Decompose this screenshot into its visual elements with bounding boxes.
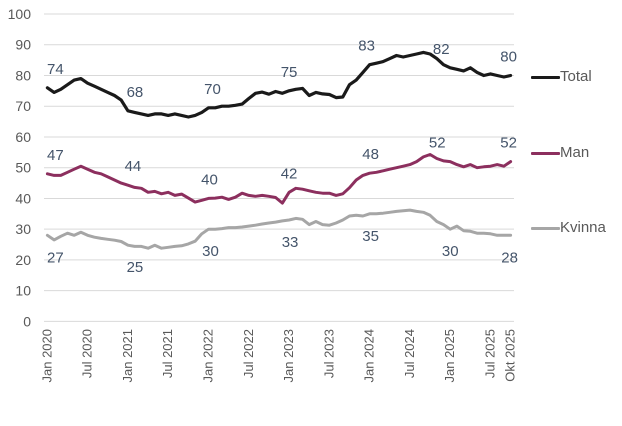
- svg-text:Jan 2023: Jan 2023: [281, 329, 296, 383]
- legend-swatch-total-icon: [531, 75, 560, 79]
- data-label-man-36: 42: [281, 165, 298, 182]
- svg-text:Jul 2021: Jul 2021: [160, 329, 175, 378]
- data-label-kvinna-36: 33: [282, 234, 299, 251]
- svg-text:Jul 2020: Jul 2020: [80, 329, 95, 378]
- data-label-kvinna-69: 28: [501, 249, 518, 266]
- data-label-man-24: 40: [201, 171, 218, 188]
- data-label-total-48: 83: [358, 38, 375, 55]
- series-kvinna: 27 25 30 33 35 30 28: [45, 208, 518, 276]
- svg-text:100: 100: [8, 6, 32, 22]
- gridlines: [44, 13, 514, 322]
- legend-entry-man: Man: [531, 143, 589, 163]
- svg-text:30: 30: [15, 221, 31, 237]
- svg-text:Jul 2023: Jul 2023: [321, 329, 336, 378]
- legend-label-man: Man: [560, 144, 590, 161]
- data-label-total-36: 75: [281, 64, 298, 81]
- y-axis-labels: 0 10 20 30 40 50 60 70 80 90 100: [8, 6, 32, 329]
- legend-label-total: Total: [560, 68, 592, 85]
- series-man: 47 44 40 42 48 52 52: [45, 135, 517, 205]
- svg-text:50: 50: [15, 160, 31, 176]
- svg-text:Jan 2022: Jan 2022: [201, 329, 216, 383]
- data-label-man-48: 48: [362, 146, 379, 163]
- data-label-kvinna-60: 30: [442, 243, 459, 260]
- data-label-total-12: 68: [127, 84, 144, 101]
- x-axis-labels: Jan 2020 Jul 2020 Jan 2021 Jul 2021 Jan 2022…: [39, 329, 517, 383]
- svg-text:70: 70: [15, 98, 31, 114]
- data-label-man-0: 47: [47, 147, 64, 164]
- svg-text:Jan 2024: Jan 2024: [362, 329, 377, 383]
- svg-text:90: 90: [15, 37, 31, 53]
- svg-text:Jan 2025: Jan 2025: [442, 329, 457, 383]
- svg-text:20: 20: [15, 252, 31, 268]
- series-total: 74 68 70 75 83 82 80: [45, 38, 517, 119]
- svg-text:Jul 2022: Jul 2022: [241, 329, 256, 378]
- legend-label-kvinna: Kvinna: [560, 219, 606, 236]
- svg-text:Jul 2024: Jul 2024: [402, 329, 417, 378]
- legend-entry-kvinna: Kvinna: [531, 218, 606, 238]
- data-label-kvinna-24: 30: [202, 243, 219, 260]
- data-label-kvinna-12: 25: [127, 259, 144, 276]
- svg-text:Jul 2025: Jul 2025: [483, 329, 498, 378]
- svg-text:40: 40: [15, 190, 31, 206]
- data-label-total-0: 74: [47, 61, 64, 78]
- data-label-man-12: 44: [125, 158, 142, 175]
- data-label-total-60: 82: [433, 41, 450, 58]
- svg-text:Jan 2020: Jan 2020: [39, 329, 54, 383]
- legend-swatch-man-icon: [531, 151, 560, 155]
- svg-text:10: 10: [15, 283, 31, 299]
- svg-text:Okt 2025: Okt 2025: [503, 329, 518, 382]
- data-label-total-69: 80: [500, 48, 517, 65]
- legend-entry-total: Total: [531, 67, 592, 87]
- data-label-kvinna-48: 35: [362, 228, 379, 245]
- svg-text:0: 0: [23, 313, 31, 329]
- svg-text:60: 60: [15, 129, 31, 145]
- data-label-man-60: 52: [429, 135, 446, 152]
- svg-text:80: 80: [15, 67, 31, 83]
- legend-swatch-kvinna-icon: [531, 226, 560, 230]
- data-label-kvinna-0: 27: [47, 249, 64, 266]
- legend: Total Man Kvinna: [531, 0, 622, 426]
- data-label-total-24: 70: [204, 81, 221, 98]
- data-label-man-69: 52: [500, 135, 517, 152]
- svg-text:Jan 2021: Jan 2021: [120, 329, 135, 383]
